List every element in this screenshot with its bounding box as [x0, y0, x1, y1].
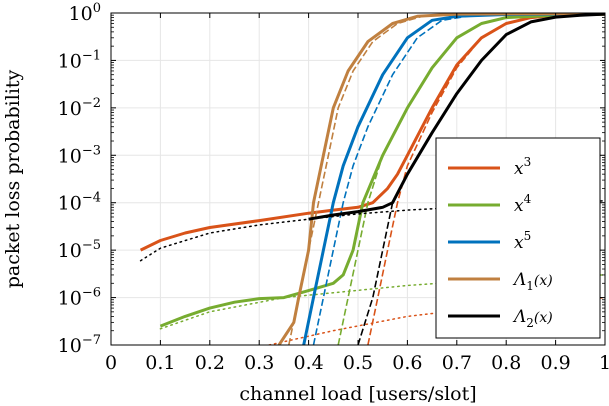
- y-tick-exponent: −7: [82, 333, 101, 348]
- legend-label: x5: [514, 229, 531, 253]
- series--1-x-simulated: [288, 13, 605, 345]
- y-tick-base: 10: [58, 240, 82, 262]
- y-tick-label: 10−4: [58, 191, 101, 215]
- y-tick-exponent: 0: [93, 1, 101, 16]
- x-tick-label: 0.9: [540, 352, 570, 374]
- series-x5-simulated: [312, 13, 605, 345]
- legend: x3 x4 x5 Λ1(x) Λ2(x): [435, 137, 601, 339]
- y-tick-exponent: −4: [82, 191, 101, 206]
- legend-label: x4: [514, 192, 532, 216]
- x-tick-label: 0.2: [195, 352, 225, 374]
- y-tick-label: 10−6: [58, 286, 101, 310]
- y-tick-exponent: −6: [82, 286, 101, 301]
- y-tick-label: 10−3: [58, 143, 101, 167]
- series-x4-bound: [159, 274, 605, 330]
- x-tick-label: 0.1: [145, 352, 175, 374]
- legend-box: [435, 137, 601, 339]
- series-x4-simulated: [337, 13, 605, 345]
- y-tick-base: 10: [58, 145, 82, 167]
- x-tick-label: 0.6: [392, 352, 422, 374]
- x-tick-label: 1: [599, 352, 609, 374]
- y-tick-exponent: −1: [82, 48, 101, 63]
- legend-label: x3: [514, 155, 531, 179]
- ticks: 0 0.1 0.2 0.3 0.4 0.5 0.6 0.7 0.8 0.9 110010−110−2…: [58, 1, 609, 374]
- y-tick-base: 10: [58, 193, 82, 215]
- y-tick-label: 10−1: [58, 48, 101, 72]
- series-layer: [139, 13, 605, 345]
- x-tick-label: 0.4: [293, 352, 323, 374]
- y-tick-base: 10: [58, 98, 82, 120]
- y-tick-base: 10: [58, 50, 82, 72]
- legend-label: Λ1(x): [512, 270, 553, 293]
- y-tick-exponent: −2: [82, 96, 101, 111]
- y-tick-label: 10−2: [58, 96, 101, 120]
- series--1-x-: [277, 13, 605, 345]
- y-tick-base: 10: [58, 288, 82, 310]
- series--2-x-simulated: [357, 13, 605, 345]
- x-tick-label: 0.8: [491, 352, 521, 374]
- series--2-x-bound: [139, 200, 605, 262]
- y-tick-label: 100: [69, 1, 101, 25]
- y-tick-exponent: −3: [82, 143, 101, 158]
- x-tick-label: 0: [105, 352, 117, 374]
- y-tick-base: 10: [58, 335, 82, 357]
- y-tick-label: 10−5: [58, 238, 101, 262]
- y-tick-base: 10: [69, 3, 93, 25]
- series-x3-bound: [268, 296, 605, 345]
- x-tick-label: 0.3: [244, 352, 274, 374]
- legend-label: Λ2(x): [512, 307, 553, 330]
- y-tick-exponent: −5: [82, 238, 101, 253]
- x-tick-label: 0.5: [343, 352, 373, 374]
- y-axis-title: packet loss probability: [2, 69, 24, 288]
- x-tick-label: 0.7: [442, 352, 472, 374]
- y-tick-label: 10−7: [58, 333, 101, 357]
- x-axis-title: channel load [users/slot]: [239, 383, 476, 405]
